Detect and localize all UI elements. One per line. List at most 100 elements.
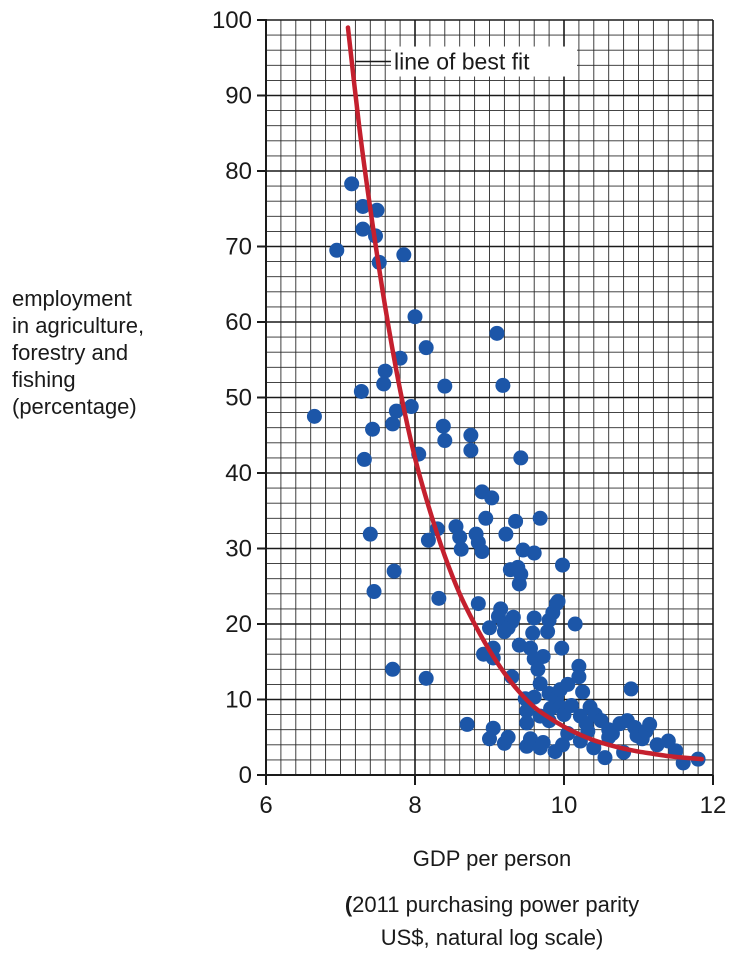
data-point	[377, 363, 393, 379]
data-point	[532, 676, 548, 692]
x-tick-label: 10	[551, 792, 578, 819]
data-point	[344, 176, 360, 192]
data-point	[420, 532, 436, 548]
data-point	[540, 624, 556, 640]
y-axis-label-line: employment	[12, 286, 132, 311]
data-point	[459, 716, 475, 732]
data-point	[385, 661, 401, 677]
data-point	[396, 247, 412, 263]
data-point	[554, 640, 570, 656]
data-point	[525, 625, 541, 641]
data-point	[500, 729, 516, 745]
data-point	[463, 442, 479, 458]
data-point	[355, 221, 371, 237]
data-point	[505, 609, 521, 625]
data-point	[353, 383, 369, 399]
data-point	[550, 593, 566, 609]
x-axis-note: (2011 purchasing power parity US$, natur…	[262, 888, 722, 954]
data-point	[355, 198, 371, 214]
y-axis-label-line: fishing	[12, 367, 76, 392]
data-point	[575, 684, 591, 700]
data-point	[586, 740, 602, 756]
y-axis-label-line: forestry and	[12, 340, 129, 365]
data-point	[530, 661, 546, 677]
data-point	[519, 715, 535, 731]
annotation-layer: line of best fit	[355, 46, 577, 77]
data-point	[386, 563, 402, 579]
data-point	[498, 526, 514, 542]
data-point	[474, 544, 490, 560]
y-axis-label: employment in agriculture, forestry and …	[12, 285, 212, 420]
data-point	[526, 610, 542, 626]
data-point	[435, 418, 451, 434]
data-point	[567, 616, 583, 632]
data-point	[453, 541, 469, 557]
y-tick-label: 100	[212, 7, 252, 34]
data-point	[418, 340, 434, 356]
data-point	[478, 510, 494, 526]
y-axis-label-line: in agriculture,	[12, 313, 145, 338]
data-point	[362, 526, 378, 542]
x-tick-label: 8	[408, 792, 421, 819]
x-axis-note-line-2: US$, natural log scale)	[380, 925, 604, 950]
data-point	[522, 731, 538, 747]
data-point	[623, 681, 639, 697]
data-point	[519, 703, 535, 719]
data-point	[437, 433, 453, 449]
data-point	[329, 242, 345, 258]
data-point	[571, 669, 587, 685]
x-tick-label: 6	[259, 792, 272, 819]
data-point	[642, 716, 658, 732]
data-point	[463, 427, 479, 443]
x-tick-label: 12	[700, 792, 727, 819]
y-tick-label: 40	[225, 460, 252, 487]
data-point	[489, 325, 505, 341]
data-point	[535, 648, 551, 664]
data-point	[495, 377, 511, 393]
y-axis-ticks: 0 10 20 30 40 50 60 70 80 90 100	[212, 7, 266, 789]
data-point	[452, 529, 468, 545]
y-tick-label: 30	[225, 536, 252, 563]
data-point	[508, 513, 524, 529]
best-fit-curve	[345, 25, 705, 762]
x-axis-note-line-1: 2011 purchasing power parity	[352, 892, 640, 917]
y-tick-label: 60	[225, 309, 252, 336]
y-tick-label: 70	[225, 234, 252, 261]
data-point	[485, 720, 501, 736]
y-tick-label: 10	[225, 687, 252, 714]
data-point	[376, 376, 392, 392]
data-points	[306, 176, 706, 771]
data-point	[403, 399, 419, 415]
data-point	[513, 566, 529, 582]
data-point	[532, 510, 548, 526]
data-point	[563, 698, 579, 714]
x-axis-note-line: (2011 purchasing power parity	[262, 888, 722, 921]
y-tick-label: 80	[225, 158, 252, 185]
data-point	[526, 545, 542, 561]
data-point	[366, 584, 382, 600]
data-point	[513, 450, 529, 466]
data-point	[388, 403, 404, 419]
data-point	[482, 620, 497, 636]
x-axis-note-open-paren: (	[344, 892, 353, 917]
y-tick-label: 20	[225, 611, 252, 638]
data-point	[555, 557, 571, 573]
data-point	[571, 658, 587, 674]
y-tick-label: 90	[225, 83, 252, 110]
data-point	[385, 416, 401, 432]
data-point	[493, 601, 509, 617]
x-axis-ticks: 6 8 10 12	[259, 775, 726, 819]
data-point	[535, 735, 551, 751]
data-point	[418, 670, 434, 686]
y-tick-label: 50	[225, 385, 252, 412]
x-axis-label: GDP per person	[412, 846, 572, 871]
data-point	[306, 408, 322, 424]
data-point	[597, 750, 613, 766]
data-point	[437, 378, 453, 394]
data-point	[365, 421, 381, 437]
data-point	[484, 490, 500, 506]
annotation-label: line of best fit	[394, 49, 530, 75]
y-tick-label: 0	[239, 762, 252, 789]
annotation-background	[391, 46, 577, 77]
